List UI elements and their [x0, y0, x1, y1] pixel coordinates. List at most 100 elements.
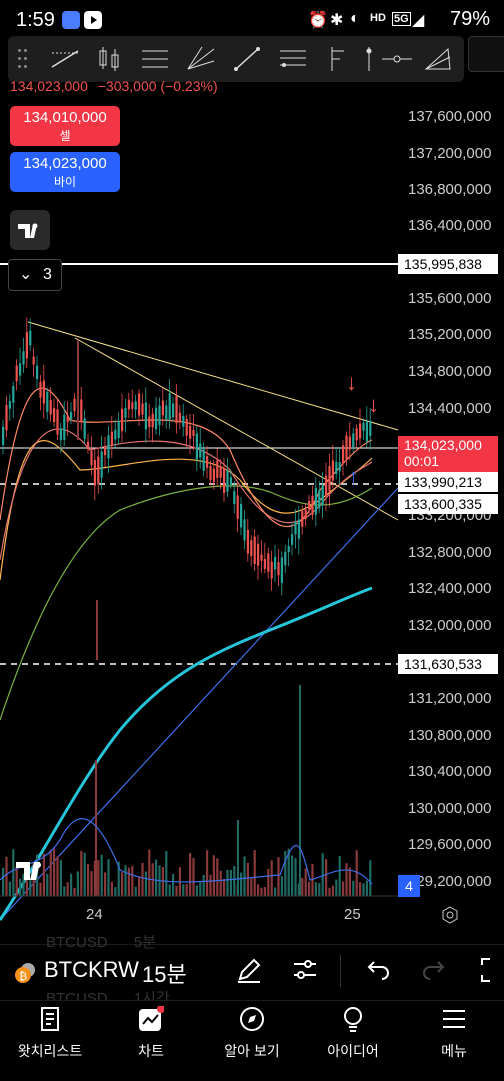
candle-body	[70, 411, 73, 420]
candle-body	[104, 447, 107, 456]
candle-body	[359, 423, 362, 439]
candle-body	[345, 435, 348, 460]
nav-label: 메뉴	[441, 1043, 467, 1059]
nav-explore[interactable]: 알아 보기	[202, 1001, 302, 1081]
tradingview-logo-button[interactable]	[10, 210, 50, 250]
candle-body	[243, 519, 246, 541]
last-price-row: 134,023,000 −303,000 (−0.23%)	[10, 78, 218, 94]
undo-icon[interactable]	[362, 955, 392, 990]
candle-body	[338, 462, 341, 472]
indicator-count: 3	[43, 266, 52, 283]
nav-chart[interactable]: 차트	[101, 1001, 201, 1081]
drag-handle[interactable]	[18, 49, 28, 69]
volume-bar	[185, 884, 188, 896]
volume-bar	[226, 869, 229, 896]
currency-pair-icon: ₿	[14, 962, 36, 984]
indicators-toggle[interactable]: ⌄ 3	[8, 259, 62, 291]
candle-body	[138, 393, 141, 416]
fib-retracement-tool-icon[interactable]	[276, 43, 310, 75]
vertical-line-tool-icon[interactable]	[352, 43, 386, 75]
volume-bar	[97, 859, 100, 896]
candle-body	[314, 487, 317, 515]
candle-body	[158, 405, 161, 426]
pencil-icon[interactable]	[234, 955, 264, 990]
volume-bar	[93, 860, 96, 896]
sell-button[interactable]: 134,010,000 셀	[10, 106, 120, 146]
compass-icon	[239, 1006, 265, 1032]
bottom-navigation: 왓치리스트 차트 알아 보기 아이디어 메뉴	[0, 1000, 504, 1081]
ghost-symbol-prev: BTCUSD 5분	[46, 934, 156, 951]
time-label-24: 24	[86, 906, 103, 923]
volume-bar	[8, 881, 11, 896]
redo-icon[interactable]	[420, 955, 450, 990]
candle-body	[365, 421, 368, 442]
candle-body	[294, 521, 297, 535]
candle-body	[49, 400, 52, 415]
nav-ideas[interactable]: 아이디어	[303, 1001, 403, 1081]
candle-body	[216, 460, 219, 478]
candle-body	[178, 412, 181, 423]
indicators-icon[interactable]	[290, 955, 320, 990]
candle-body	[15, 365, 18, 382]
volume-bar	[49, 849, 52, 896]
volume-bar	[277, 857, 280, 896]
volume-bar	[206, 850, 209, 896]
volume-bar	[240, 872, 243, 896]
toolbar-overflow[interactable]	[468, 36, 504, 72]
candle-body	[155, 407, 158, 430]
pitchfork-tool-icon[interactable]	[184, 43, 218, 75]
volume-bar	[12, 849, 15, 896]
volume-bar	[155, 859, 158, 896]
fullscreen-icon[interactable]	[480, 955, 504, 990]
nav-watchlist[interactable]: 왓치리스트	[0, 1001, 100, 1081]
wifi-icon: ◐	[350, 10, 360, 27]
candle-pattern-tool-icon[interactable]	[92, 43, 126, 75]
candle-body	[362, 422, 365, 431]
candle-body	[229, 477, 232, 485]
trend-line-tool-icon[interactable]	[230, 43, 264, 75]
chart-settings-icon[interactable]	[440, 905, 460, 930]
price-chart[interactable]: ↓ ↓ ↑	[0, 0, 504, 944]
price-axis-label: 134,400,000	[408, 400, 492, 417]
horizontal-line-tool-icon[interactable]	[380, 43, 414, 75]
volume-bar	[199, 882, 202, 896]
candle-body	[12, 386, 15, 403]
candle-body	[121, 408, 124, 432]
buy-label: 바이	[53, 175, 77, 189]
volume-bar	[70, 873, 73, 896]
buy-button[interactable]: 134,023,000 바이	[10, 152, 120, 192]
candle-body	[263, 558, 266, 569]
tag-line-high: 135,995,838	[398, 254, 498, 274]
volume-bar	[5, 856, 8, 896]
price-range-tool-icon[interactable]	[322, 43, 356, 75]
volume-bar	[219, 870, 222, 896]
candle-body	[39, 381, 42, 398]
candle-body	[168, 393, 171, 420]
volume-bar	[73, 887, 76, 896]
candle-body	[32, 356, 35, 365]
candle-body	[59, 428, 62, 441]
candle-body	[280, 557, 283, 584]
nav-menu[interactable]: 메뉴	[404, 1001, 504, 1081]
divider	[340, 955, 341, 987]
trend-angle-tool-icon[interactable]	[48, 43, 82, 75]
gann-fan-tool-icon[interactable]	[420, 43, 454, 75]
time-label-25: 25	[344, 906, 361, 923]
volume-bar	[233, 866, 236, 896]
parallel-channel-tool-icon[interactable]	[138, 43, 172, 75]
volume-bar	[110, 881, 113, 896]
candle-body	[304, 509, 307, 520]
candle-body	[97, 456, 100, 484]
volume-bar	[246, 862, 249, 896]
candle-body	[134, 401, 137, 410]
symbol-name[interactable]: BTCKRW	[44, 957, 139, 982]
alarm-icon: ⏰	[308, 12, 328, 29]
candle-body	[93, 459, 96, 486]
price-axis-label: 132,000,000	[408, 617, 492, 634]
price-axis-label: 129,200,000	[408, 873, 492, 890]
volume-bar	[301, 877, 304, 896]
price-axis-label: 132,800,000	[408, 544, 492, 561]
volume-bar	[311, 863, 314, 896]
hd-voice-icon: HD	[370, 12, 386, 24]
interval-selector[interactable]: 15분	[142, 962, 187, 987]
